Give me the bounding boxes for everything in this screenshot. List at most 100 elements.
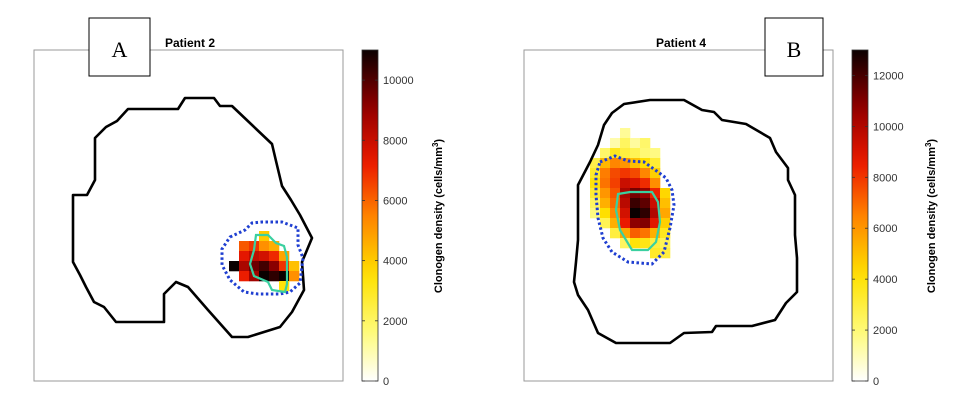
heatmap-cell	[630, 238, 641, 249]
heatmap-cell	[600, 218, 611, 229]
heatmap-cell	[640, 218, 651, 229]
colorbar-label-sup-b: 3	[924, 142, 933, 147]
heatmap-cell	[650, 198, 661, 209]
colorbar-tick-label: 10000	[873, 121, 904, 133]
colorbar-ticks-b: 0 2000 4000 6000 8000 10000 12000	[852, 70, 904, 388]
heatmap-cell	[289, 271, 300, 282]
heatmap-cell	[650, 208, 661, 219]
heatmap-cell	[600, 148, 611, 159]
heatmap-cell	[620, 208, 631, 219]
heatmap-cell	[600, 188, 611, 199]
colorbar-label-end-a: )	[433, 139, 445, 143]
heatmap-cell	[620, 168, 631, 179]
heatmap-cell	[640, 158, 651, 169]
heatmap-cell	[640, 168, 651, 179]
heatmap-cell	[600, 158, 611, 169]
heatmap-cell	[269, 251, 280, 262]
heatmap-cell	[610, 178, 621, 189]
heatmap-cell	[239, 241, 250, 252]
heatmap-cell	[640, 138, 651, 149]
colorbar-a: 0 2000 4000 6000 8000 10000 Clonogen density …	[361, 49, 445, 388]
heatmap-cell	[640, 228, 651, 239]
target-contour-b	[614, 190, 662, 252]
heatmap-cell	[610, 218, 621, 229]
heatmap-cell	[650, 168, 661, 179]
heatmap-cell	[269, 271, 280, 282]
heatmap-cell	[640, 198, 651, 209]
brain-contour-a	[71, 96, 314, 339]
colorbar-tick-label: 4000	[873, 274, 897, 286]
heatmap-cell	[650, 228, 661, 239]
heatmap-cell	[610, 188, 621, 199]
heatmap-cell	[279, 271, 290, 282]
heatmap-cell	[620, 218, 631, 229]
axes-frame-a	[33, 49, 344, 382]
heatmap-cell	[610, 198, 621, 209]
heatmap-cell	[239, 251, 250, 262]
heatmap-cell	[600, 178, 611, 189]
heatmap-cell	[259, 241, 270, 252]
outer-margin-contour-b	[594, 154, 676, 266]
heatmap-cell	[269, 241, 280, 252]
heatmap-cell	[630, 228, 641, 239]
colorbar-label-b: Clonogen density (cells/mm3)	[924, 139, 938, 294]
heatmap-cell	[289, 261, 300, 272]
heatmap-cell	[630, 188, 641, 199]
colorbar-gradient-a	[361, 49, 379, 382]
heatmap-cell	[660, 228, 671, 239]
heatmap-cell	[590, 158, 601, 169]
panel-label-box-a	[88, 17, 151, 77]
panel-label-box-b	[764, 17, 824, 77]
colorbar-label-text-a: Clonogen density (cells/mm	[433, 147, 445, 293]
colorbar-b: 0 2000 4000 6000 8000 10000 12000 Clonogen den…	[851, 49, 938, 388]
heatmap-cell	[630, 198, 641, 209]
heatmap-cell	[610, 138, 621, 149]
heatmap-cell	[620, 128, 631, 139]
heatmap-cell	[620, 198, 631, 209]
heatmap-cell	[259, 251, 270, 262]
heatmap-cell	[630, 168, 641, 179]
colorbar-tick-label: 10000	[383, 75, 414, 87]
heatmap-cell	[660, 198, 671, 209]
plot-title-a: Patient 2	[165, 36, 215, 50]
heatmap-cell	[259, 271, 270, 282]
colorbar-tick-label: 2000	[873, 325, 897, 337]
heatmap-cell	[600, 208, 611, 219]
heatmap-cell	[630, 178, 641, 189]
heatmap-cell	[620, 178, 631, 189]
colorbar-tick-label: 12000	[873, 70, 904, 82]
heatmap-cell	[640, 148, 651, 159]
heatmap-cell	[610, 228, 621, 239]
heatmap-cell	[640, 238, 651, 249]
axes-frame-b	[523, 49, 834, 382]
colorbar-tick-label: 6000	[873, 223, 897, 235]
heatmap-cell	[620, 138, 631, 149]
heatmap-cell	[620, 148, 631, 159]
heatmap-cell	[630, 148, 641, 159]
heatmap-cell	[239, 271, 250, 282]
brain-contour-b	[572, 98, 799, 345]
colorbar-tick-label: 0	[383, 376, 389, 388]
panel-a: Patient 2 A 0 2000 4000 6000 8000 10000 Clono…	[33, 17, 445, 388]
heatmap-cell	[269, 261, 280, 272]
heatmap-cell	[590, 198, 601, 209]
heatmap-cell	[640, 188, 651, 199]
colorbar-gradient-b	[851, 49, 869, 382]
heatmap-cell	[630, 138, 641, 149]
colorbar-tick-label: 8000	[383, 135, 407, 147]
colorbar-label-sup-a: 3	[431, 142, 440, 147]
heatmap-cell	[620, 158, 631, 169]
colorbar-label-text-b: Clonogen density (cells/mm	[926, 147, 938, 293]
heatmap-cell	[650, 248, 661, 259]
panel-b: Patient 4 B 0 2000 4000 6000 8000 10000 12000 …	[523, 17, 938, 388]
heatmap-cell	[650, 188, 661, 199]
heatmap-cell	[620, 238, 631, 249]
heatmap-cell	[249, 261, 260, 272]
heatmap-cell	[610, 158, 621, 169]
colorbar-tick-label: 6000	[383, 195, 407, 207]
heatmap-cell	[610, 168, 621, 179]
heatmap-cell	[590, 208, 601, 219]
heatmap-cell	[660, 248, 671, 259]
colorbar-tick-label: 0	[873, 376, 879, 388]
